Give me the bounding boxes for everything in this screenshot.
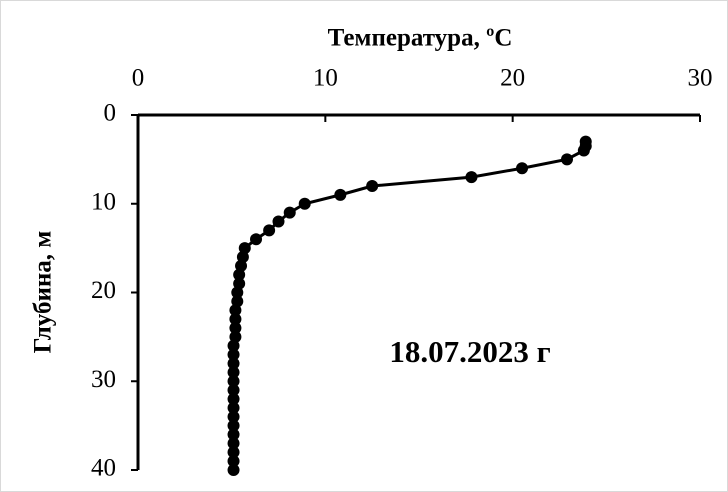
data-point — [227, 348, 240, 361]
y-tick-label: 10 — [91, 188, 116, 215]
x-tick-label: 10 — [313, 65, 338, 92]
annotation: 18.07.2023 г — [389, 334, 550, 369]
data-point — [263, 224, 276, 237]
data-point — [227, 393, 240, 405]
data-point — [227, 401, 240, 414]
data-point — [465, 171, 478, 184]
data-point — [229, 313, 242, 326]
data-point — [227, 384, 240, 397]
data-point — [229, 322, 242, 334]
data-point — [227, 446, 240, 459]
data-point — [283, 206, 296, 219]
data-point — [227, 410, 240, 423]
data-point — [227, 375, 240, 388]
data-point — [334, 188, 347, 201]
data-point — [366, 180, 379, 192]
data-point — [227, 339, 240, 352]
data-point — [227, 428, 240, 441]
data-point — [227, 455, 240, 468]
data-point — [229, 304, 242, 317]
y-tick-label: 40 — [91, 455, 116, 482]
data-point — [231, 286, 244, 299]
data-point — [272, 215, 285, 228]
x-tick-label: 0 — [132, 65, 145, 92]
y-tick-label: 0 — [104, 100, 117, 127]
y-tick-label: 30 — [91, 366, 116, 393]
data-point — [227, 357, 240, 370]
y-axis-label: Глубина, м — [30, 231, 57, 354]
y-tick-label: 20 — [91, 277, 116, 304]
data-point — [250, 233, 263, 246]
chart-title: Температура, ºC — [328, 25, 513, 52]
data-point — [577, 144, 590, 157]
data-point — [298, 197, 311, 210]
data-point — [516, 162, 529, 175]
data-point — [227, 437, 240, 450]
data-point — [227, 366, 240, 379]
x-tick-label: 20 — [500, 65, 525, 92]
data-point — [560, 153, 573, 166]
data-point — [233, 268, 246, 281]
data-point — [227, 464, 240, 476]
data-point — [227, 419, 240, 432]
x-tick-label: 30 — [688, 65, 713, 92]
